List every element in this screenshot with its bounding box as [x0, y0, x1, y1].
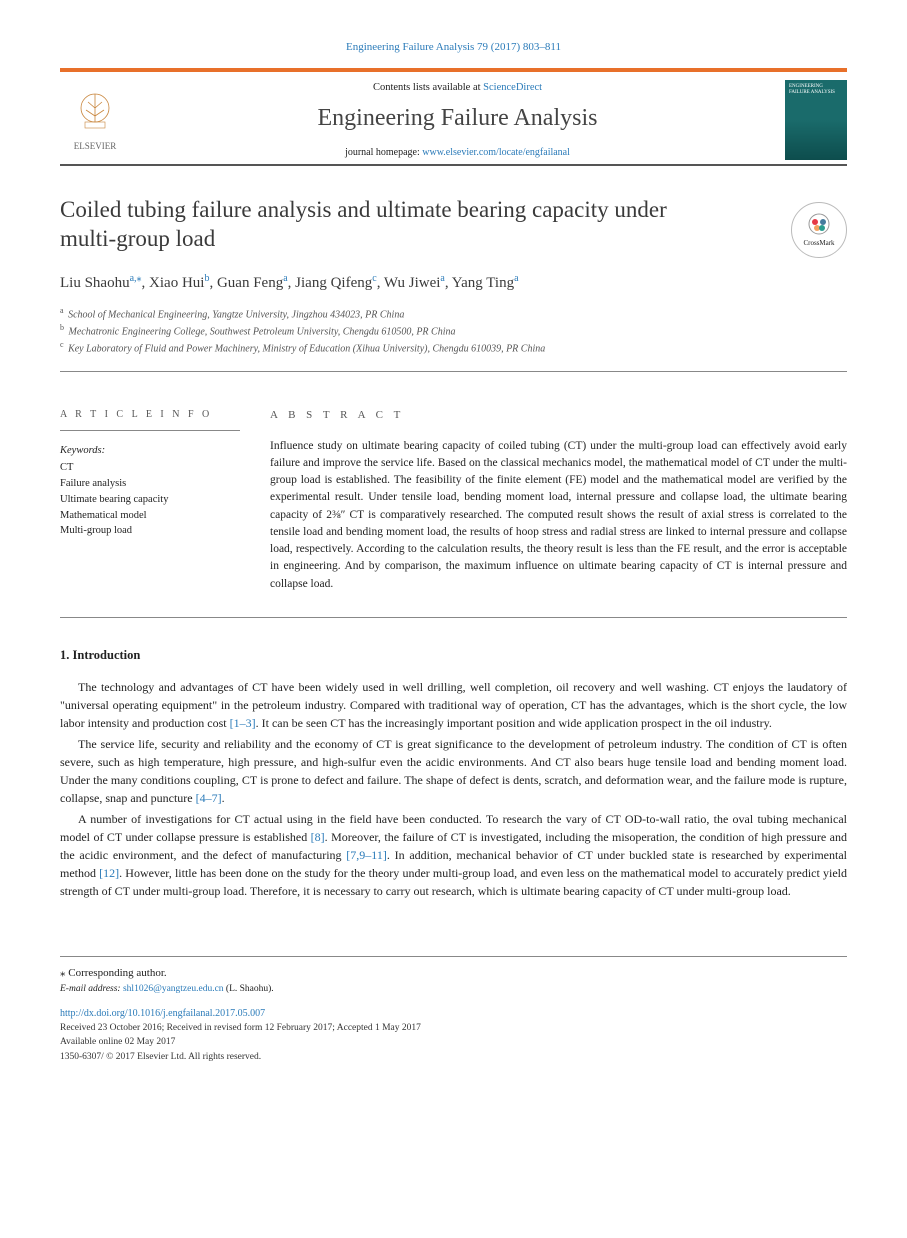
- section-1-heading: 1. Introduction: [60, 646, 847, 664]
- sciencedirect-link[interactable]: ScienceDirect: [483, 82, 542, 93]
- author-email-link[interactable]: shl1026@yangtzeu.edu.cn: [123, 984, 224, 994]
- article-info-label: A R T I C L E I N F O: [60, 408, 240, 432]
- ref-12[interactable]: [12]: [99, 866, 119, 880]
- elsevier-logo: ELSEVIER: [60, 88, 130, 153]
- header-citation: Engineering Failure Analysis 79 (2017) 8…: [60, 40, 847, 56]
- copyright: 1350-6307/ © 2017 Elsevier Ltd. All righ…: [60, 1050, 847, 1064]
- crossmark-icon: [807, 212, 831, 236]
- ref-8[interactable]: [8]: [311, 830, 325, 844]
- homepage-link[interactable]: www.elsevier.com/locate/engfailanal: [422, 147, 570, 158]
- keywords-label: Keywords:: [60, 443, 240, 458]
- ref-1-3[interactable]: [1–3]: [230, 716, 256, 730]
- article-title: Coiled tubing failure analysis and ultim…: [60, 196, 700, 254]
- intro-para-3: A number of investigations for CT actual…: [60, 810, 847, 900]
- elsevier-tree-icon: [70, 88, 120, 138]
- email-label: E-mail address:: [60, 984, 123, 994]
- footer: ⁎ Corresponding author. E-mail address: …: [60, 956, 847, 1064]
- affiliations: a School of Mechanical Engineering, Yang…: [60, 305, 847, 372]
- keyword-item: Ultimate bearing capacity: [60, 492, 240, 508]
- intro-para-2: The service life, security and reliabili…: [60, 735, 847, 807]
- abstract-text: Influence study on ultimate bearing capa…: [270, 438, 847, 593]
- crossmark-badge[interactable]: CrossMark: [791, 202, 847, 258]
- intro-para-1: The technology and advantages of CT have…: [60, 678, 847, 732]
- doi-link[interactable]: http://dx.doi.org/10.1016/j.engfailanal.…: [60, 1008, 265, 1019]
- abstract-column: A B S T R A C T Influence study on ultim…: [270, 408, 847, 593]
- email-suffix: (L. Shaohu).: [224, 984, 274, 994]
- journal-banner: ELSEVIER Contents lists available at Sci…: [60, 68, 847, 167]
- journal-name: Engineering Failure Analysis: [130, 101, 785, 136]
- contents-prefix: Contents lists available at: [373, 82, 483, 93]
- publisher-name: ELSEVIER: [74, 141, 117, 151]
- ref-7-9-11[interactable]: [7,9–11]: [346, 848, 387, 862]
- article-history: Received 23 October 2016; Received in re…: [60, 1021, 847, 1035]
- banner-center: Contents lists available at ScienceDirec…: [130, 80, 785, 161]
- journal-cover-thumbnail: ENGINEERING FAILURE ANALYSIS: [785, 80, 847, 160]
- crossmark-label: CrossMark: [803, 238, 834, 248]
- article-info-column: A R T I C L E I N F O Keywords: CTFailur…: [60, 408, 240, 593]
- corresponding-author-note: ⁎ Corresponding author.: [60, 967, 167, 979]
- keyword-item: Mathematical model: [60, 508, 240, 524]
- available-online: Available online 02 May 2017: [60, 1035, 847, 1049]
- homepage-prefix: journal homepage:: [345, 147, 422, 158]
- ref-4-7[interactable]: [4–7]: [196, 791, 222, 805]
- author-list: Liu Shaohua,⁎, Xiao Huib, Guan Fenga, Ji…: [60, 272, 847, 295]
- abstract-label: A B S T R A C T: [270, 408, 847, 424]
- keyword-item: Failure analysis: [60, 476, 240, 492]
- keyword-item: CT: [60, 460, 240, 476]
- keyword-item: Multi-group load: [60, 523, 240, 539]
